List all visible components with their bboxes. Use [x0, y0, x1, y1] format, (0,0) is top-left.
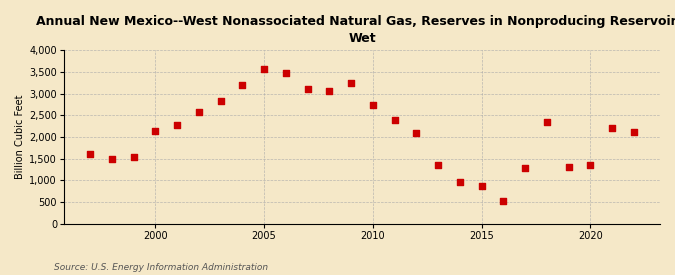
- Point: [411, 131, 422, 135]
- Point: [433, 163, 443, 167]
- Point: [215, 99, 226, 103]
- Y-axis label: Billion Cubic Feet: Billion Cubic Feet: [15, 95, 25, 179]
- Text: Source: U.S. Energy Information Administration: Source: U.S. Energy Information Administ…: [54, 263, 268, 272]
- Point: [541, 120, 552, 124]
- Point: [367, 103, 378, 108]
- Point: [563, 165, 574, 169]
- Point: [520, 166, 531, 170]
- Point: [128, 155, 139, 159]
- Point: [607, 126, 618, 130]
- Point: [585, 163, 596, 167]
- Point: [454, 180, 465, 184]
- Title: Annual New Mexico--West Nonassociated Natural Gas, Reserves in Nonproducing Rese: Annual New Mexico--West Nonassociated Na…: [36, 15, 675, 45]
- Point: [107, 156, 117, 161]
- Point: [628, 130, 639, 134]
- Point: [324, 89, 335, 93]
- Point: [302, 87, 313, 91]
- Point: [346, 81, 356, 85]
- Point: [194, 110, 205, 115]
- Point: [171, 123, 182, 127]
- Point: [280, 71, 291, 76]
- Point: [498, 199, 509, 204]
- Point: [237, 83, 248, 88]
- Point: [259, 67, 269, 72]
- Point: [477, 184, 487, 188]
- Point: [389, 118, 400, 122]
- Point: [84, 151, 95, 156]
- Point: [150, 129, 161, 134]
